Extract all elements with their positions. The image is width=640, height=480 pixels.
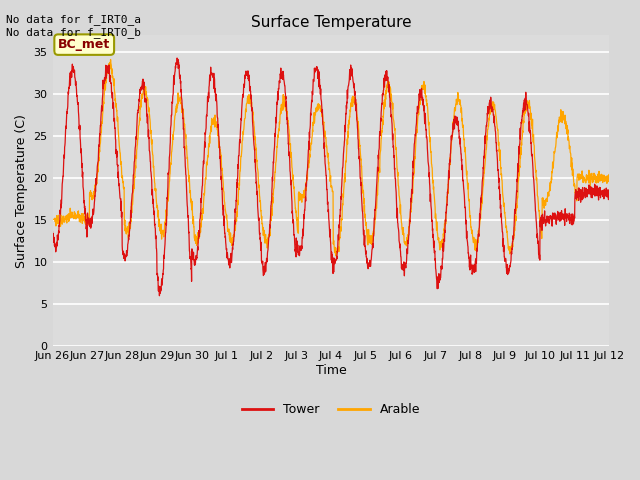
- Y-axis label: Surface Temperature (C): Surface Temperature (C): [15, 114, 28, 268]
- Text: No data for f_IRT0_a
No data for f_IRT0_b: No data for f_IRT0_a No data for f_IRT0_…: [6, 14, 141, 38]
- Legend: Tower, Arable: Tower, Arable: [237, 398, 425, 421]
- X-axis label: Time: Time: [316, 364, 346, 377]
- Title: Surface Temperature: Surface Temperature: [251, 15, 412, 30]
- Text: BC_met: BC_met: [58, 38, 110, 51]
